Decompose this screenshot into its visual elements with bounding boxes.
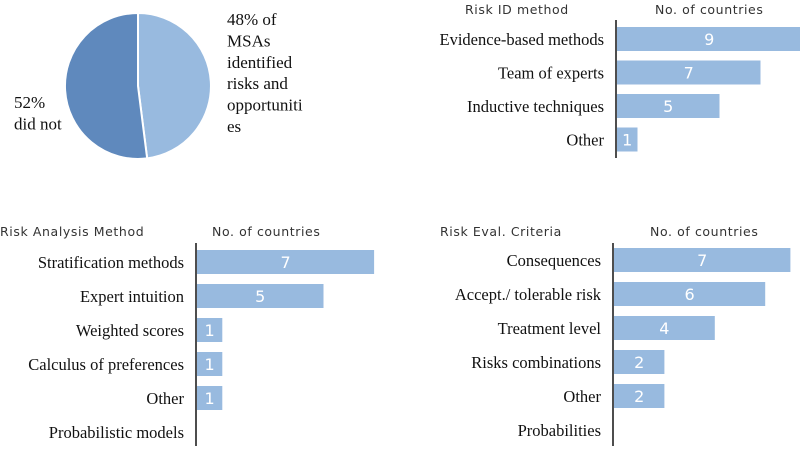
bar	[197, 250, 375, 274]
category-label: Weighted scores	[76, 321, 184, 340]
risk-id-method-chart: Risk ID method No. of countries Evidence-b…	[440, 2, 800, 158]
bar-value-label: 7	[280, 253, 290, 272]
bar	[197, 352, 223, 376]
category-label: Inductive techniques	[467, 97, 604, 116]
bar	[614, 248, 791, 272]
bar-value-label: 5	[255, 287, 265, 306]
category-label: Other	[566, 131, 604, 150]
bar-value-label: 1	[205, 389, 215, 408]
bar-value-label: 2	[634, 353, 644, 372]
category-label: Risks combinations	[471, 353, 601, 372]
category-label: Treatment level	[498, 319, 602, 338]
bar-value-label: 7	[697, 251, 707, 270]
bar-value-label: 4	[659, 319, 669, 338]
category-label: Expert intuition	[80, 287, 184, 306]
bar-value-label: 9	[704, 30, 714, 49]
bar-value-label: 6	[685, 285, 695, 304]
bar-value-label: 7	[684, 64, 694, 83]
chart-title: Risk Analysis Method	[0, 224, 144, 239]
category-label: Stratification methods	[38, 253, 184, 272]
bar-value-label: 1	[622, 131, 632, 150]
value-axis-header: No. of countries	[650, 224, 758, 239]
bar	[614, 316, 715, 340]
pie-label-did-not: 52% did not	[14, 93, 62, 133]
bar-value-label: 1	[205, 321, 215, 340]
value-axis-header: No. of countries	[655, 2, 763, 17]
risk-eval-criteria-chart: Risk Eval. Criteria No. of countries Conse…	[440, 224, 791, 446]
category-label: Probabilistic models	[49, 423, 184, 442]
bar	[617, 127, 638, 152]
pie-slice	[64, 11, 149, 160]
value-axis-header: No. of countries	[212, 224, 320, 239]
chart-title: Risk ID method	[465, 2, 569, 17]
bar	[197, 284, 324, 308]
bar	[617, 60, 761, 85]
category-label: Evidence-based methods	[440, 30, 604, 49]
category-label: Team of experts	[498, 64, 604, 83]
bar	[197, 386, 223, 410]
chart-title: Risk Eval. Criteria	[440, 224, 562, 239]
category-label: Calculus of preferences	[28, 355, 184, 374]
bar	[617, 27, 800, 51]
pie-chart: 48% of MSAs identified risks and opportuniti…	[14, 10, 303, 160]
category-label: Other	[146, 389, 184, 408]
bar-value-label: 1	[205, 355, 215, 374]
category-label: Probabilities	[518, 421, 601, 440]
pie-label-identified: 48% of MSAs identified risks and opportuniti…	[227, 10, 303, 136]
bar-value-label: 5	[663, 97, 673, 116]
category-label: Accept./ tolerable risk	[455, 285, 602, 304]
bar	[614, 350, 665, 374]
pie-slice	[137, 11, 212, 160]
bar	[614, 282, 766, 306]
bar	[617, 94, 720, 118]
risk-analysis-method-chart: Risk Analysis Method No. of countries Stra…	[0, 224, 375, 446]
category-label: Consequences	[507, 251, 601, 270]
bar	[197, 318, 223, 342]
category-label: Other	[563, 387, 601, 406]
bar-value-label: 2	[634, 387, 644, 406]
bar	[614, 384, 665, 408]
